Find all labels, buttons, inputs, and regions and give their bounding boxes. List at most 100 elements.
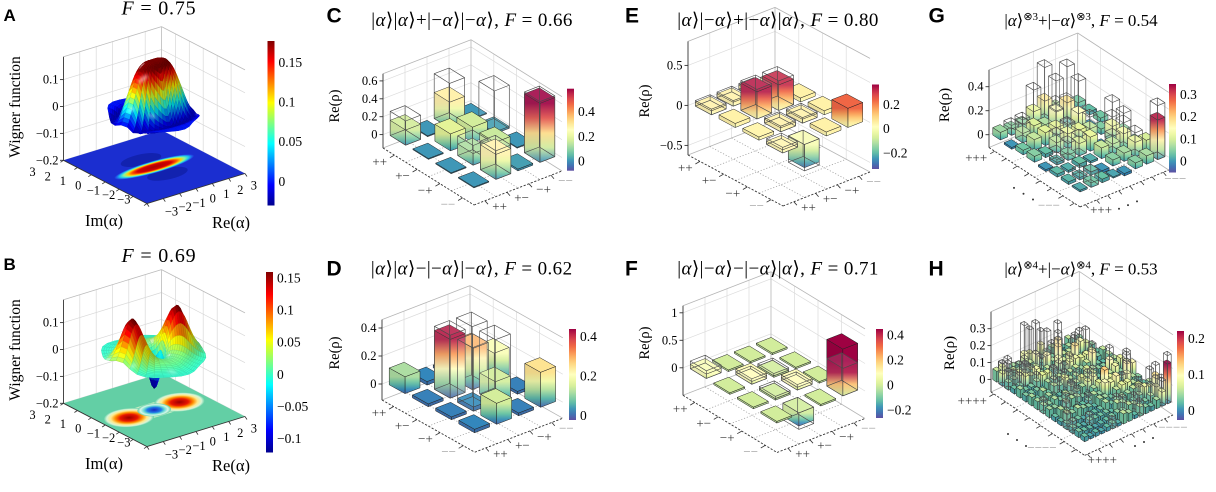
svg-text:+−: +− (515, 437, 530, 452)
svg-text:++: ++ (795, 446, 810, 461)
svg-text:−0.2: −0.2 (36, 153, 59, 167)
svg-text:0.5: 0.5 (667, 58, 683, 72)
svg-text:Re(ρ): Re(ρ) (327, 89, 343, 122)
svg-text:F: F (625, 258, 638, 281)
svg-text:0.05: 0.05 (277, 335, 301, 350)
svg-text:0.05: 0.05 (279, 134, 303, 149)
svg-text:0: 0 (676, 98, 682, 112)
svg-text:1: 1 (223, 430, 229, 444)
svg-text:++++: ++++ (958, 393, 987, 408)
svg-text:0.2: 0.2 (361, 349, 377, 363)
svg-text:+++: +++ (965, 150, 987, 165)
svg-text:0.1: 0.1 (43, 316, 59, 330)
svg-text:−+: −+ (839, 429, 854, 444)
svg-text:0: 0 (210, 192, 216, 206)
svg-text:++: ++ (801, 200, 816, 215)
svg-text:0.1: 0.1 (277, 303, 294, 318)
svg-text:Wigner function: Wigner function (7, 299, 24, 401)
svg-text:2: 2 (237, 426, 243, 440)
svg-text:−−−−: −−−− (1027, 440, 1056, 455)
svg-text:0: 0 (277, 367, 284, 382)
svg-text:+−: +− (702, 173, 717, 188)
svg-text:3: 3 (251, 421, 257, 435)
svg-text:Re(ρ): Re(ρ) (937, 88, 953, 122)
svg-text:0.1: 0.1 (1188, 367, 1205, 382)
svg-text:Im(α): Im(α) (85, 454, 123, 473)
svg-text:++: ++ (492, 199, 507, 214)
svg-text:−−: −− (441, 444, 456, 459)
svg-text:+++: +++ (1090, 202, 1112, 217)
svg-text:0: 0 (887, 377, 894, 392)
svg-text:−−−−: −−−− (1158, 420, 1187, 435)
svg-text:D: D (327, 258, 342, 281)
svg-text:−+: −+ (720, 430, 735, 445)
svg-text:−2: −2 (179, 443, 192, 457)
svg-text:0.4: 0.4 (361, 321, 377, 335)
svg-text:0: 0 (979, 372, 985, 386)
svg-text:0.2: 0.2 (970, 339, 986, 353)
svg-text:0.15: 0.15 (277, 270, 301, 285)
svg-text:0: 0 (371, 128, 377, 142)
svg-text:3: 3 (29, 408, 35, 422)
svg-text:+−: +− (817, 438, 832, 453)
svg-text:−−: −− (861, 421, 876, 436)
svg-text:0: 0 (977, 128, 983, 142)
svg-text:1: 1 (671, 306, 677, 320)
svg-text:F = 0.69: F = 0.69 (121, 245, 197, 267)
svg-text:0.4: 0.4 (578, 104, 595, 119)
svg-text:−0.1: −0.1 (36, 126, 59, 140)
svg-text:−+: −+ (418, 431, 433, 446)
svg-text:0: 0 (52, 343, 58, 357)
svg-text:++: ++ (673, 401, 688, 416)
svg-text:−0.5: −0.5 (660, 138, 683, 152)
svg-text:−+: −+ (726, 185, 741, 200)
svg-text:0: 0 (279, 174, 286, 189)
svg-text:0.4: 0.4 (887, 327, 904, 342)
svg-text:++: ++ (372, 405, 387, 420)
svg-text:3: 3 (29, 165, 35, 179)
svg-text:2: 2 (237, 183, 243, 197)
svg-text:0.2: 0.2 (883, 97, 900, 112)
svg-text:0.2: 0.2 (968, 104, 984, 118)
svg-text:0: 0 (1188, 403, 1195, 418)
svg-text:0: 0 (75, 179, 81, 193)
svg-text:−0.2: −0.2 (887, 403, 912, 418)
svg-text:0.2: 0.2 (578, 129, 595, 144)
svg-text:0: 0 (580, 408, 587, 423)
svg-text:++: ++ (493, 446, 508, 461)
svg-text:−−−: −−− (1164, 171, 1186, 186)
svg-text:|α⟩|α⟩−|−α⟩|−α⟩, F = 0.62: |α⟩|α⟩−|−α⟩|−α⟩, F = 0.62 (371, 259, 573, 280)
svg-text:−−: −− (559, 420, 574, 435)
svg-text:+−: +− (696, 416, 711, 431)
svg-text:−1: −1 (192, 196, 205, 210)
svg-text:−0.2: −0.2 (36, 396, 59, 410)
svg-text:2: 2 (45, 412, 51, 426)
svg-text:|α⟩⊗4+|−α⟩⊗4, F = 0.53: |α⟩⊗4+|−α⟩⊗4, F = 0.53 (1004, 260, 1157, 279)
svg-text:0: 0 (883, 121, 890, 136)
svg-text:Re(ρ): Re(ρ) (327, 336, 343, 369)
svg-text:+−: +− (395, 418, 410, 433)
svg-text:0.1: 0.1 (970, 356, 986, 370)
svg-text:Re(α): Re(α) (212, 456, 250, 475)
svg-text:−−: −− (749, 198, 764, 213)
svg-text:−3: −3 (117, 193, 130, 207)
svg-text:−2: −2 (102, 431, 115, 445)
svg-text:F = 0.75: F = 0.75 (121, 0, 197, 20)
svg-text:0: 0 (210, 435, 216, 449)
svg-text:|α⟩⊗3+|−α⟩⊗3, F = 0.54: |α⟩⊗3+|−α⟩⊗3, F = 0.54 (1004, 11, 1158, 30)
svg-text:−0.1: −0.1 (36, 369, 59, 383)
svg-text:0.4: 0.4 (362, 92, 378, 106)
svg-text:Re(ρ): Re(ρ) (637, 326, 653, 359)
svg-text:0.2: 0.2 (1180, 109, 1197, 124)
svg-text:++: ++ (372, 154, 387, 169)
svg-text:0.5: 0.5 (662, 333, 678, 347)
svg-text:1: 1 (60, 174, 66, 188)
svg-text:0.2: 0.2 (887, 352, 904, 367)
svg-text:−3: −3 (117, 436, 130, 450)
svg-text:0.1: 0.1 (279, 95, 296, 110)
svg-text:0: 0 (370, 377, 376, 391)
svg-text:−1: −1 (87, 426, 100, 440)
svg-text:−+: −+ (418, 182, 433, 197)
svg-text:−2: −2 (102, 188, 115, 202)
svg-text:0: 0 (75, 422, 81, 436)
